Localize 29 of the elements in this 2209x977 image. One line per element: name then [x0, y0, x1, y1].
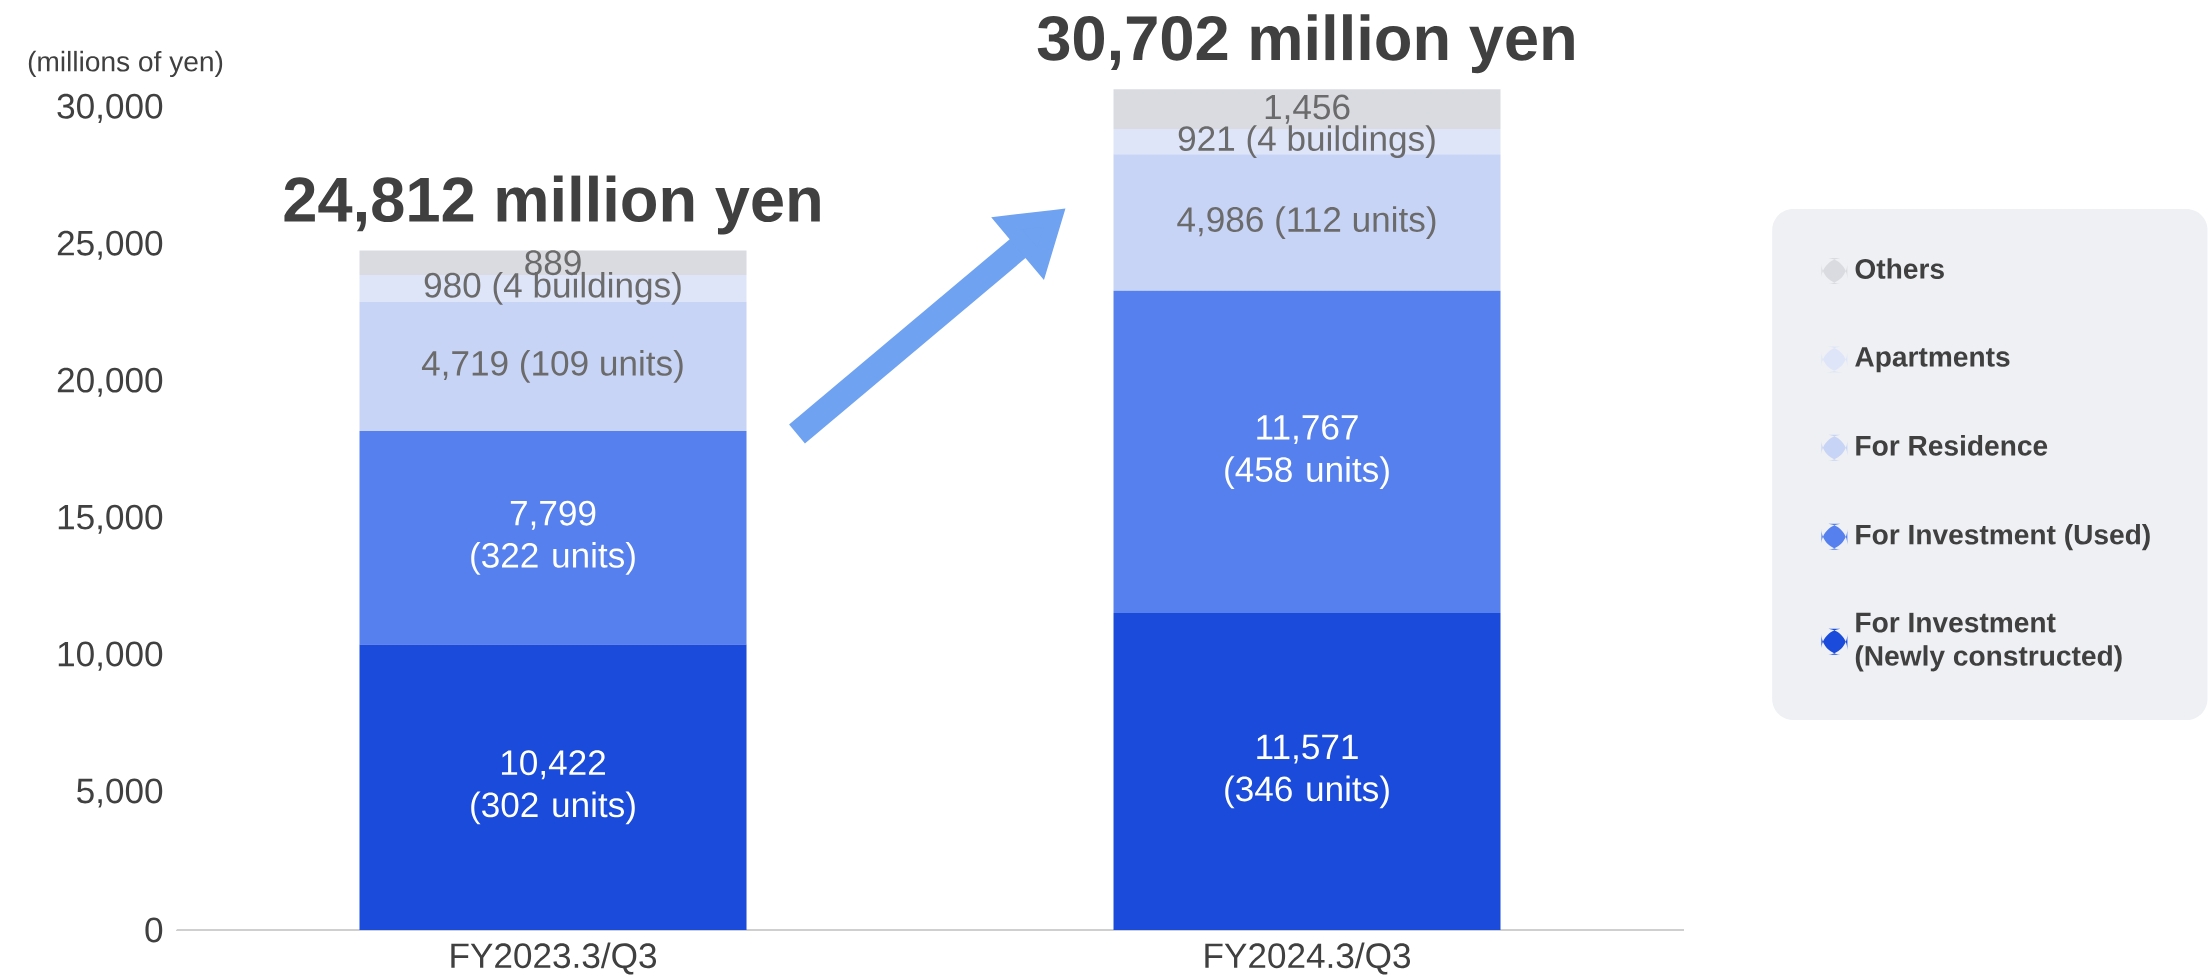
y-tick-label: 5,000 — [77, 778, 163, 808]
data-label: 921 (4 buildings) — [1178, 125, 1435, 159]
bar — [1113, 613, 1501, 930]
legend-label: For Residence — [1856, 435, 2048, 456]
y-tick-label: 15,000 — [58, 504, 163, 534]
data-label: 4,719 (109 units) — [421, 349, 683, 383]
y-tick-label: 25,000 — [57, 230, 163, 260]
total-label: 24,812 million yen — [284, 175, 820, 235]
bar — [1113, 290, 1501, 614]
total-label: 30,702 million yen — [1037, 14, 1574, 74]
data-label: 1,456 — [1265, 94, 1350, 124]
data-label: 11,767 (458 units) — [1225, 414, 1389, 489]
y-tick-label: 30,000 — [57, 93, 163, 123]
legend-label: Others — [1855, 258, 1944, 279]
y-tick-label: 0 — [145, 917, 163, 943]
y-tick-label: 10,000 — [58, 641, 163, 671]
y-tick-label: 20,000 — [57, 367, 163, 397]
y-axis-title: (millions of yen) — [28, 50, 223, 78]
bar — [359, 644, 747, 930]
bar — [359, 430, 747, 645]
legend-label: For Investment (Used) — [1856, 523, 2150, 551]
legend-label: Apartments — [1855, 347, 2010, 373]
data-label: 7,799 (322 units) — [471, 500, 635, 575]
x-tick-label: FY2023.3/Q3 — [451, 942, 657, 975]
data-label: 4,986 (112 units) — [1177, 206, 1436, 239]
data-label: 11,571 (346 units) — [1225, 734, 1389, 809]
legend-label: For Investment (Newly constructed) — [1855, 612, 2122, 672]
x-tick-label: FY2024.3/Q3 — [1205, 942, 1411, 975]
data-label: 10,422 (302 units) — [471, 750, 635, 825]
